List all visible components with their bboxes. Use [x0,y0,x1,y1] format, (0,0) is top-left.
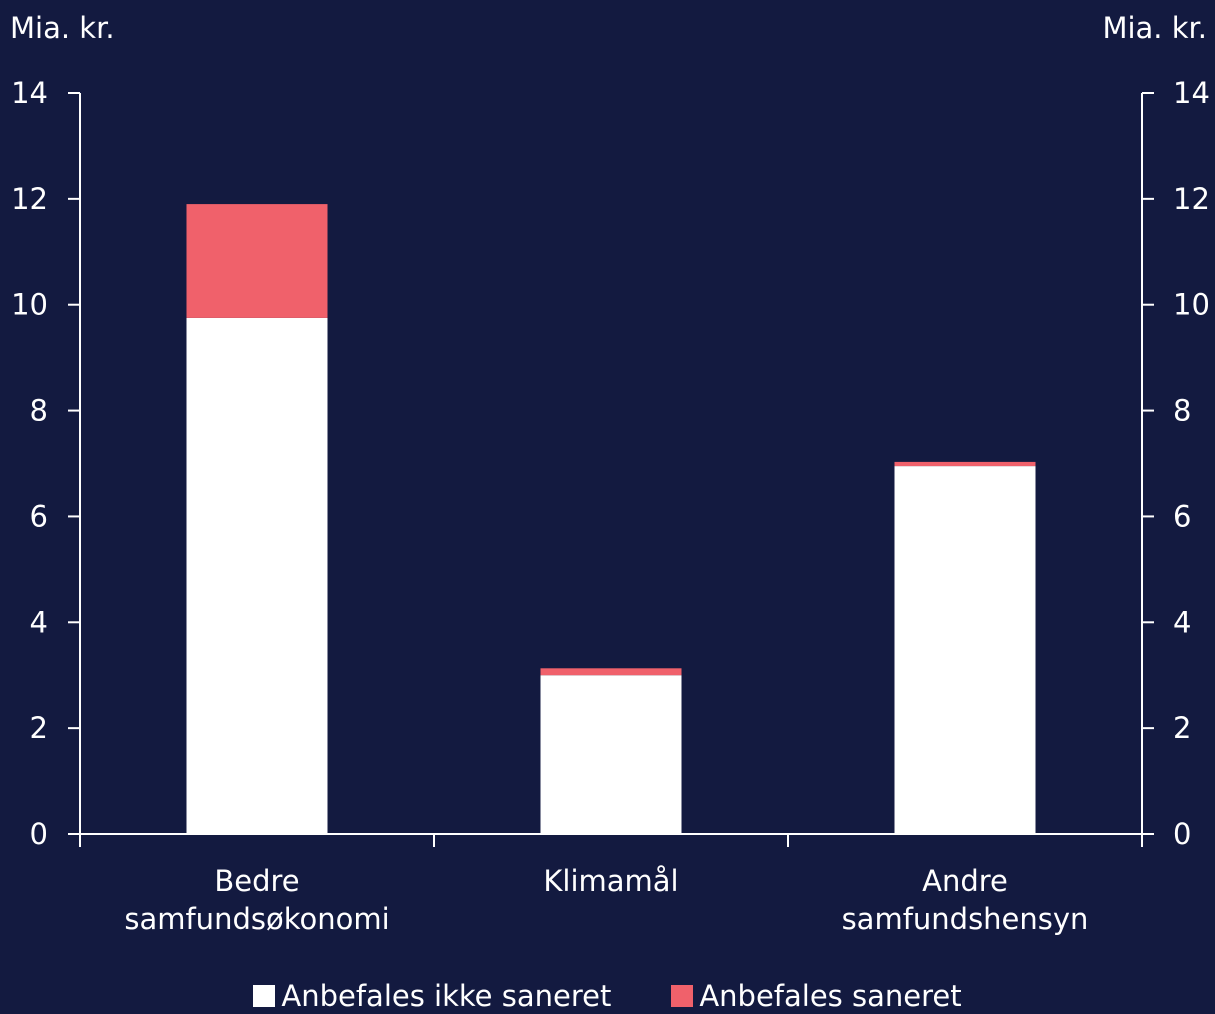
legend-swatch-red [671,985,694,1007]
y-tick-label-left: 2 [30,711,48,745]
y-tick-label-right: 8 [1173,394,1191,428]
bar-saneret-1 [540,668,682,676]
legend-label: Anbefales saneret [699,979,962,1013]
y-tick-label-left: 10 [11,288,48,322]
y-tick-label-left: 12 [11,182,48,216]
bar-saneret-2 [894,461,1036,467]
y-tick-label-right: 10 [1173,288,1210,322]
y-tick-label-left: 8 [30,394,48,428]
y-tick-label-right: 14 [1173,76,1210,110]
bar-ikke-saneret-1 [540,675,682,834]
bar-ikke-saneret-0 [186,317,328,834]
legend-label: Anbefales ikke saneret [281,979,612,1013]
y-tick-label-left: 14 [11,76,48,110]
y-tick-label-left: 6 [30,499,48,533]
category-label-andre-samfundshensyn: Andre samfundshensyn [841,864,1089,936]
bar-saneret-0 [186,204,328,318]
y-tick-label-left: 4 [30,605,48,639]
y-tick-label-right: 12 [1173,182,1210,216]
y-tick-label-right: 4 [1173,605,1191,639]
legend: Anbefales ikke saneret Anbefales saneret [0,978,1215,1014]
y-axis-right-unit: Mia. kr. [1102,11,1207,45]
y-tick-label-right: 2 [1173,711,1191,745]
bar-ikke-saneret-2 [894,466,1036,834]
y-axis-left-unit: Mia. kr. [10,11,115,45]
y-tick-label-right: 0 [1173,817,1191,851]
legend-item-anbefales-saneret: Anbefales saneret [671,978,962,1014]
y-tick-label-left: 0 [30,817,48,851]
legend-item-anbefales-ikke-saneret: Anbefales ikke saneret [253,978,611,1014]
category-label-klimamal: Klimamål [543,864,679,898]
category-label-bedre-samfundsokonomi: Bedre samfundsøkonomi [124,864,390,936]
legend-swatch-white [253,985,276,1007]
y-tick-label-right: 6 [1173,499,1191,533]
